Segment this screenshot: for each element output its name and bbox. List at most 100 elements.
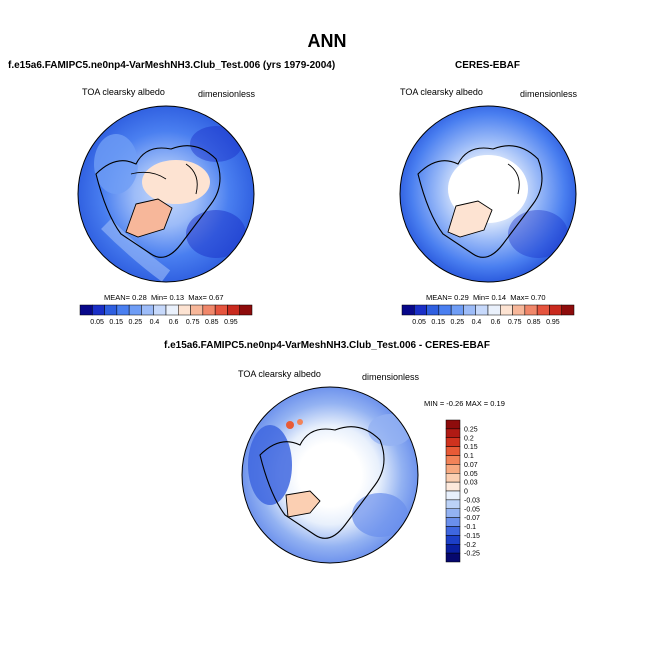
- colorbar-difference-swatch: [445, 464, 461, 474]
- colorbar-model-swatch: [165, 304, 179, 316]
- panel3-variable-label: TOA clearsky albedo: [238, 369, 321, 379]
- colorbar-obs-swatch: [561, 304, 575, 316]
- colorbar-obs-tick-label: 0.85: [527, 319, 541, 326]
- colorbar-obs-tick-label: 0.75: [508, 319, 522, 326]
- colorbar-obs-swatch: [475, 304, 489, 316]
- colorbar-model-swatch: [92, 304, 105, 316]
- colorbar-obs-swatch: [512, 304, 526, 316]
- colorbar-obs-swatch: [549, 304, 562, 316]
- colorbar-model-swatch: [190, 304, 204, 316]
- colorbar-model-swatch: [178, 304, 191, 316]
- colorbar-difference-swatch: [445, 517, 461, 527]
- colorbar-model-tick-label: 0.15: [109, 319, 123, 326]
- colorbar-difference-tick-label: 0.07: [464, 462, 478, 469]
- colorbar-difference-swatch: [445, 544, 461, 554]
- panel2-min-label: Min=: [472, 293, 490, 302]
- map-model-polar: [77, 105, 255, 283]
- panel3-title: f.e15a6.FAMIPC5.ne0np4-VarMeshNH3.Club_T…: [163, 340, 491, 351]
- colorbar-model: 0.05 0.15 0.25 0.4 0.6 0.75 0.85 0.95: [79, 304, 253, 326]
- colorbar-difference-tick-label: 0.1: [464, 453, 474, 460]
- colorbar-obs-swatch: [487, 304, 501, 316]
- panel1-min-label: Min=: [150, 293, 168, 302]
- colorbar-difference-swatch: [445, 508, 461, 518]
- panel1-mean-value: 0.28: [132, 293, 147, 302]
- colorbar-model-tick-label: 0.95: [224, 319, 238, 326]
- colorbar-difference-tick-label: 0: [464, 489, 468, 496]
- colorbar-difference: 0.25 0.2 0.15 0.1 0.07 0.05 0.03 0-0.03 -0.05 -0.…: [445, 419, 480, 563]
- colorbar-obs-tick-label: 0.15: [431, 319, 445, 326]
- colorbar-difference-tick-label: -0.1: [464, 524, 476, 531]
- colorbar-model-swatch: [116, 304, 130, 316]
- colorbar-model-tick-label: 0.25: [129, 319, 143, 326]
- colorbar-difference-swatch: [445, 535, 461, 545]
- panel1-max-value: 0.67: [208, 293, 224, 302]
- panel2-stats: MEAN= 0.29 Min= 0.14 Max= 0.70: [426, 293, 546, 302]
- map-obs-polar: [399, 105, 577, 283]
- colorbar-obs-swatch: [438, 304, 452, 316]
- page-title: ANN: [307, 31, 347, 51]
- colorbar-model-swatch: [227, 304, 240, 316]
- colorbar-difference-swatch: [445, 419, 461, 430]
- panel1-stats: MEAN= 0.28 Min= 0.13 Max= 0.67: [104, 293, 224, 302]
- colorbar-model-tick-label: 0.75: [186, 319, 200, 326]
- colorbar-obs-swatch: [536, 304, 550, 316]
- colorbar-obs-swatch: [401, 304, 415, 316]
- colorbar-model-tick-label: 0.6: [169, 319, 179, 326]
- colorbar-obs-tick-label: 0.05: [412, 319, 426, 326]
- colorbar-difference-swatch: [445, 455, 461, 465]
- panel3-stats: MIN = -0.26 MAX = 0.19: [424, 399, 505, 408]
- map-diff-polar: [241, 386, 419, 564]
- panel2-mean-value: 0.29: [454, 293, 469, 302]
- panel1-title: f.e15a6.FAMIPC5.ne0np4-VarMeshNH3.Club_T…: [8, 60, 336, 71]
- colorbar-model-tick-label: 0.05: [90, 319, 104, 326]
- colorbar-difference-swatch: [445, 446, 461, 456]
- panel2-variable-label: TOA clearsky albedo: [400, 87, 483, 97]
- colorbar-difference-tick-label: -0.03: [464, 497, 480, 504]
- colorbar-model-tick-label: 0.4: [150, 319, 160, 326]
- panel1-min-value: 0.13: [169, 293, 185, 302]
- panel2-units-label: dimensionless: [520, 89, 578, 99]
- panel2-title: CERES-EBAF: [455, 60, 521, 71]
- colorbar-difference-swatch: [445, 473, 461, 483]
- colorbar-obs-swatch: [414, 304, 427, 316]
- colorbar-model-swatch: [239, 304, 253, 316]
- colorbar-difference-tick-label: 0.2: [464, 435, 474, 442]
- colorbar-model-swatch: [128, 304, 142, 316]
- panel1-max-label: Max=: [188, 293, 207, 302]
- colorbar-difference-swatch: [445, 428, 461, 438]
- colorbar-difference-swatch: [445, 552, 461, 563]
- panel1-units-label: dimensionless: [198, 89, 256, 99]
- colorbar-obs: 0.05 0.15 0.25 0.4 0.6 0.75 0.85 0.95: [401, 304, 575, 326]
- colorbar-difference-tick-label: -0.15: [464, 533, 480, 540]
- colorbar-difference-tick-label: -0.2: [464, 542, 476, 549]
- colorbar-model-swatch: [141, 304, 154, 316]
- colorbar-model-tick-label: 0.85: [205, 319, 219, 326]
- colorbar-model-swatch: [104, 304, 118, 316]
- colorbar-difference-tick-label: 0.05: [464, 471, 478, 478]
- colorbar-difference-tick-label: -0.07: [464, 515, 480, 522]
- colorbar-model-swatch: [202, 304, 216, 316]
- panel2-max-label: Max=: [510, 293, 529, 302]
- colorbar-difference-tick-label: -0.05: [464, 506, 480, 513]
- panel1-mean-label: MEAN=: [104, 293, 131, 302]
- colorbar-obs-swatch: [524, 304, 538, 316]
- colorbar-obs-swatch: [450, 304, 464, 316]
- colorbar-difference-swatch: [445, 437, 461, 447]
- colorbar-model-swatch: [79, 304, 93, 316]
- panel2-max-value: 0.70: [530, 293, 546, 302]
- colorbar-difference-swatch: [445, 490, 461, 501]
- colorbar-difference-tick-label: 0.03: [464, 480, 478, 487]
- colorbar-model-swatch: [153, 304, 167, 316]
- panel2-mean-label: MEAN=: [426, 293, 453, 302]
- colorbar-obs-swatch: [426, 304, 440, 316]
- colorbar-difference-swatch: [445, 499, 461, 509]
- panel3-units-label: dimensionless: [362, 372, 420, 382]
- colorbar-obs-tick-label: 0.25: [451, 319, 465, 326]
- colorbar-difference-tick-label: 0.25: [464, 426, 478, 433]
- colorbar-difference-tick-label: 0.15: [464, 444, 478, 451]
- colorbar-model-swatch: [214, 304, 228, 316]
- colorbar-difference-swatch: [445, 481, 461, 492]
- colorbar-difference-tick-label: -0.25: [464, 551, 480, 558]
- panel2-min-value: 0.14: [491, 293, 507, 302]
- colorbar-obs-tick-label: 0.6: [491, 319, 501, 326]
